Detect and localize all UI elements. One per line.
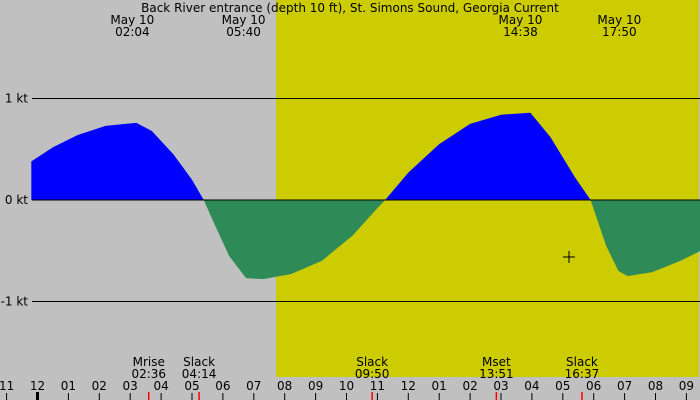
bottom-event-label: Slack — [566, 355, 598, 369]
hour-tick-label: 06 — [215, 379, 230, 393]
hour-tick-label: 05 — [184, 379, 199, 393]
chart-title: Back River entrance (depth 10 ft), St. S… — [141, 1, 559, 15]
hour-tick-label: 01 — [61, 379, 76, 393]
bottom-event-time: 13:51 — [479, 367, 514, 381]
hour-tick-label: 08 — [648, 379, 663, 393]
bottom-event-time: 04:14 — [182, 367, 217, 381]
flood-current-area — [31, 112, 700, 200]
hour-tick-label: 02 — [462, 379, 477, 393]
top-event-date: May 10 — [222, 13, 266, 27]
top-event-time: 02:04 — [115, 25, 150, 39]
hour-tick-label: 09 — [308, 379, 323, 393]
hour-tick-label: 10 — [339, 379, 354, 393]
top-event-time: 05:40 — [226, 25, 261, 39]
ebb-current-area — [31, 200, 700, 280]
hour-tick-label: 08 — [277, 379, 292, 393]
hour-tick-label: 03 — [123, 379, 138, 393]
top-event-time: 14:38 — [503, 25, 538, 39]
gridlines — [32, 98, 700, 302]
hour-axis: 11 12 01 02 03 04 05 06 07 08 09 10 11 12 01 02 03 04 05 06… — [0, 379, 694, 400]
hour-tick-label: 06 — [586, 379, 601, 393]
bottom-event-labels: Mrise02:36Slack04:14Slack09:50Mset13:51S… — [131, 355, 599, 381]
y-tick-label: -1 kt — [1, 295, 29, 309]
bottom-event-time: 02:36 — [131, 367, 166, 381]
hour-tick-label: 05 — [555, 379, 570, 393]
hour-tick-label: 04 — [524, 379, 539, 393]
top-event-date: May 10 — [499, 13, 543, 27]
y-tick-label: 0 kt — [5, 193, 28, 207]
hour-tick-label: 07 — [246, 379, 261, 393]
hour-tick-label: 09 — [679, 379, 694, 393]
bottom-event-label: Slack — [356, 355, 388, 369]
y-axis-labels: 1 kt 0 kt -1 kt — [1, 92, 29, 309]
hour-tick-label: 11 — [370, 379, 385, 393]
top-event-date: May 10 — [597, 13, 641, 27]
y-tick-label: 1 kt — [5, 92, 28, 106]
hour-tick-label: 04 — [153, 379, 168, 393]
hour-tick-label: 03 — [493, 379, 508, 393]
hour-tick-label: 12 — [401, 379, 416, 393]
bottom-event-time: 16:37 — [565, 367, 600, 381]
bottom-event-time: 09:50 — [355, 367, 390, 381]
hour-tick-label: 07 — [617, 379, 632, 393]
top-event-date: May 10 — [110, 13, 154, 27]
bottom-event-label: Mset — [482, 355, 511, 369]
hour-tick-label: 01 — [432, 379, 447, 393]
bottom-event-label: Slack — [183, 355, 215, 369]
midnight-marker — [36, 392, 39, 400]
crosshair-marker — [563, 251, 575, 263]
bottom-event-label: Mrise — [133, 355, 165, 369]
hour-tick-label: 12 — [30, 379, 45, 393]
hour-tick-label: 11 — [0, 379, 14, 393]
top-event-time: 17:50 — [602, 25, 637, 39]
hour-tick-label: 02 — [92, 379, 107, 393]
